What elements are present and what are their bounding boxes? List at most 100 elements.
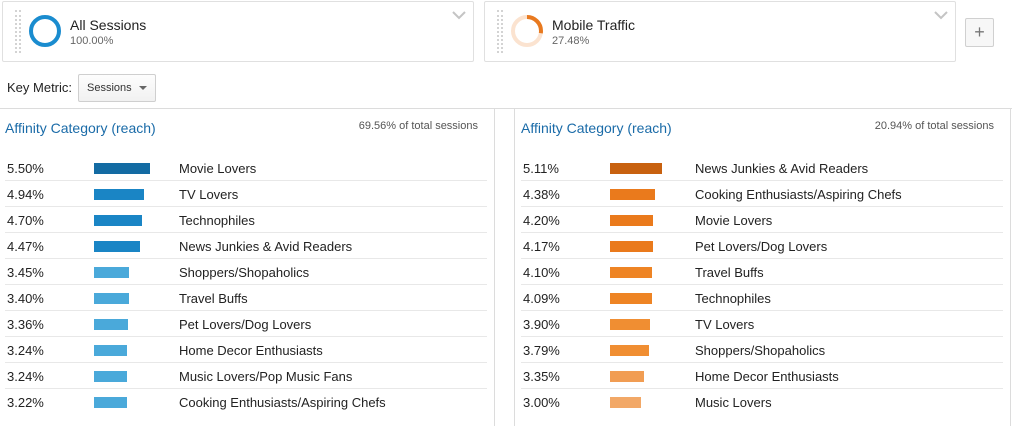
category-bar	[610, 189, 655, 200]
category-row[interactable]: 3.24% Music Lovers/Pop Music Fans	[5, 363, 487, 389]
category-row[interactable]: 3.00% Music Lovers	[521, 389, 1003, 415]
add-segment-button[interactable]: +	[965, 18, 994, 47]
category-row[interactable]: 4.47% News Junkies & Avid Readers	[5, 233, 487, 259]
category-bar	[94, 293, 129, 304]
category-percent: 4.09%	[523, 291, 560, 306]
category-name[interactable]: Travel Buffs	[695, 265, 764, 280]
category-row[interactable]: 3.90% TV Lovers	[521, 311, 1003, 337]
category-percent: 4.47%	[7, 239, 44, 254]
category-percent: 3.24%	[7, 369, 44, 384]
category-bar	[610, 319, 650, 330]
category-name[interactable]: Music Lovers	[695, 395, 772, 410]
category-bar	[610, 371, 645, 382]
category-row[interactable]: 3.22% Cooking Enthusiasts/Aspiring Chefs	[5, 389, 487, 415]
category-name[interactable]: Technophiles	[695, 291, 771, 306]
category-name[interactable]: Movie Lovers	[695, 213, 773, 228]
category-bar	[610, 241, 653, 252]
category-row[interactable]: 4.20% Movie Lovers	[521, 207, 1003, 233]
category-list: 5.50% Movie Lovers 4.94% TV Lovers 4.70% Tech…	[5, 155, 487, 415]
segment-ring-icon	[511, 15, 543, 47]
category-row[interactable]: 3.40% Travel Buffs	[5, 285, 487, 311]
category-bar	[610, 293, 652, 304]
segment-card-all-sessions[interactable]: All Sessions 100.00%	[2, 1, 474, 62]
category-name[interactable]: TV Lovers	[179, 187, 239, 202]
segment-percent: 100.00%	[70, 35, 114, 47]
panel-total: 20.94% of total sessions	[874, 120, 994, 132]
category-bar	[94, 319, 129, 330]
category-name[interactable]: Shoppers/Shopaholics	[179, 265, 310, 280]
category-percent: 4.10%	[523, 265, 560, 280]
category-row[interactable]: 4.70% Technophiles	[5, 207, 487, 233]
category-row[interactable]: 3.35% Home Decor Enthusiasts	[521, 363, 1003, 389]
category-name[interactable]: Shoppers/Shopaholics	[695, 343, 826, 358]
category-bar	[94, 163, 151, 174]
category-bar	[610, 345, 649, 356]
panel-divider	[1010, 109, 1011, 426]
category-bar	[610, 397, 641, 408]
category-percent: 4.70%	[7, 213, 44, 228]
segment-ring-icon	[29, 15, 61, 47]
category-list: 5.11% News Junkies & Avid Readers 4.38% Coo…	[521, 155, 1003, 415]
category-bar	[610, 163, 663, 174]
category-bar	[94, 241, 140, 252]
category-row[interactable]: 3.24% Home Decor Enthusiasts	[5, 337, 487, 363]
category-row[interactable]: 4.94% TV Lovers	[5, 181, 487, 207]
category-bar	[610, 267, 652, 278]
category-row[interactable]: 5.11% News Junkies & Avid Readers	[521, 155, 1003, 181]
panel-title[interactable]: Affinity Category (reach)	[5, 120, 156, 136]
category-percent: 3.22%	[7, 395, 44, 410]
category-percent: 4.94%	[7, 187, 44, 202]
category-name[interactable]: News Junkies & Avid Readers	[179, 239, 353, 254]
category-row[interactable]: 4.09% Technophiles	[521, 285, 1003, 311]
drag-handle-icon[interactable]	[15, 10, 21, 53]
category-bar	[94, 397, 127, 408]
category-row[interactable]: 4.17% Pet Lovers/Dog Lovers	[521, 233, 1003, 259]
category-name[interactable]: Movie Lovers	[179, 161, 257, 176]
category-percent: 3.24%	[7, 343, 44, 358]
category-name[interactable]: Home Decor Enthusiasts	[695, 369, 839, 384]
segment-name: All Sessions	[70, 17, 147, 33]
category-percent: 3.45%	[7, 265, 44, 280]
panel-title[interactable]: Affinity Category (reach)	[521, 120, 672, 136]
category-name[interactable]: Pet Lovers/Dog Lovers	[695, 239, 828, 254]
category-bar	[94, 189, 145, 200]
panel-divider	[514, 109, 515, 426]
chevron-down-icon[interactable]	[451, 9, 467, 21]
category-name[interactable]: Music Lovers/Pop Music Fans	[179, 369, 353, 384]
category-percent: 4.38%	[523, 187, 560, 202]
category-percent: 4.20%	[523, 213, 560, 228]
category-percent: 3.00%	[523, 395, 560, 410]
key-metric-select[interactable]: Sessions	[78, 74, 156, 102]
segment-percent: 27.48%	[552, 35, 590, 47]
category-row[interactable]: 3.36% Pet Lovers/Dog Lovers	[5, 311, 487, 337]
category-name[interactable]: Travel Buffs	[179, 291, 248, 306]
category-percent: 3.90%	[523, 317, 560, 332]
category-bar	[94, 345, 127, 356]
category-name[interactable]: TV Lovers	[695, 317, 755, 332]
category-bar	[94, 267, 130, 278]
key-metric-label: Key Metric:	[7, 80, 73, 95]
category-name[interactable]: Technophiles	[179, 213, 255, 228]
category-bar	[94, 215, 142, 226]
category-name[interactable]: Cooking Enthusiasts/Aspiring Chefs	[179, 395, 386, 410]
chevron-down-icon[interactable]	[933, 9, 949, 21]
category-bar	[94, 371, 127, 382]
category-name[interactable]: Home Decor Enthusiasts	[179, 343, 323, 358]
segment-card-mobile-traffic[interactable]: Mobile Traffic 27.48%	[484, 1, 956, 62]
category-name[interactable]: News Junkies & Avid Readers	[695, 161, 869, 176]
category-row[interactable]: 3.45% Shoppers/Shopaholics	[5, 259, 487, 285]
category-name[interactable]: Cooking Enthusiasts/Aspiring Chefs	[695, 187, 902, 202]
category-bar	[610, 215, 653, 226]
category-row[interactable]: 3.79% Shoppers/Shopaholics	[521, 337, 1003, 363]
category-row[interactable]: 4.10% Travel Buffs	[521, 259, 1003, 285]
category-row[interactable]: 5.50% Movie Lovers	[5, 155, 487, 181]
drag-handle-icon[interactable]	[497, 10, 503, 53]
category-percent: 5.50%	[7, 161, 44, 176]
panel-divider	[494, 109, 495, 426]
category-name[interactable]: Pet Lovers/Dog Lovers	[179, 317, 312, 332]
caret-down-icon	[139, 86, 147, 90]
category-percent: 3.36%	[7, 317, 44, 332]
segment-name: Mobile Traffic	[552, 17, 635, 33]
category-row[interactable]: 4.38% Cooking Enthusiasts/Aspiring Chefs	[521, 181, 1003, 207]
category-percent: 3.79%	[523, 343, 560, 358]
